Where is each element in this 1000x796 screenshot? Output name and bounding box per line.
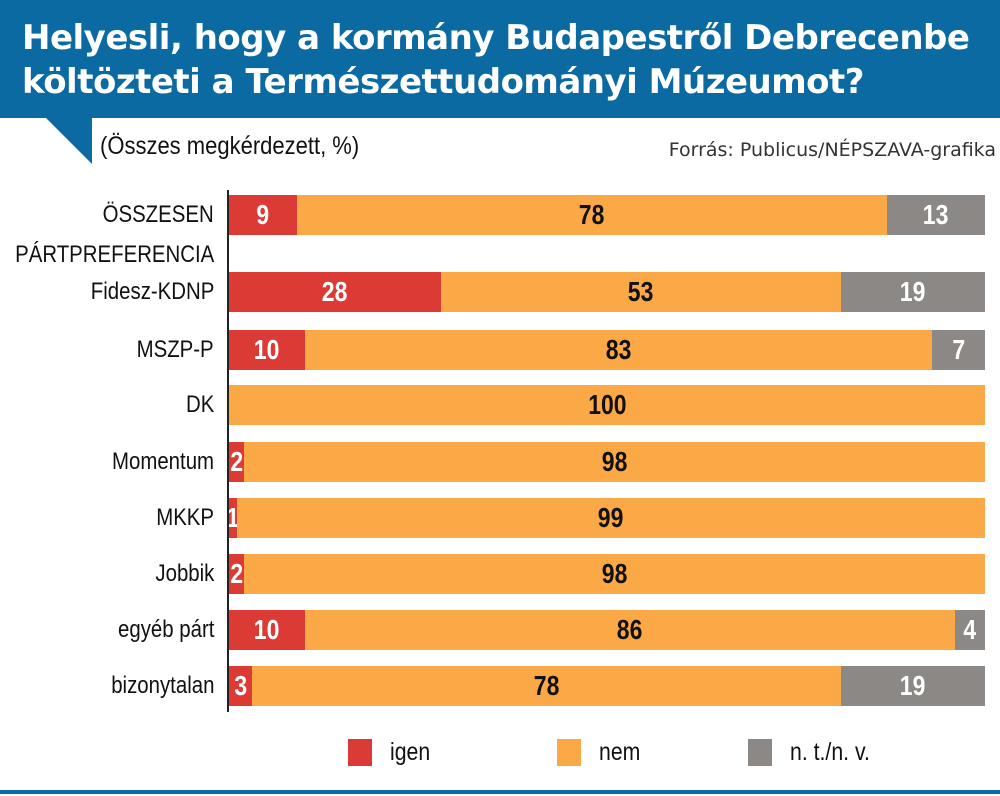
- data-label: 2: [230, 558, 243, 589]
- group-label-partpreferencia: PÁRTPREFERENCIA: [14, 241, 214, 268]
- data-label: 10: [254, 614, 280, 645]
- legend-label-igen: igen: [390, 738, 431, 766]
- bar-segment-igen: 9: [229, 195, 297, 235]
- bar-segment-igen: 10: [229, 330, 305, 370]
- data-label: 19: [900, 276, 926, 307]
- bar-segment-nem: 99: [237, 498, 985, 538]
- bar-segment-nem: 53: [441, 272, 841, 312]
- category-label: MKKP: [156, 504, 214, 531]
- bar-row: 3 78 19: [229, 666, 985, 706]
- data-label: 7: [952, 334, 965, 365]
- bar-row: 2 98: [229, 554, 985, 594]
- category-label: bizonytalan: [110, 672, 214, 699]
- category-label: Fidesz-KDNP: [90, 278, 214, 305]
- bar-segment-igen: 10: [229, 610, 305, 650]
- category-label: MSZP-P: [136, 336, 214, 363]
- chart-subtitle: (Összes megkérdezett, %): [100, 132, 360, 160]
- bar-segment-nem: 78: [252, 666, 841, 706]
- data-label: 2: [230, 446, 243, 477]
- data-label: 78: [579, 199, 605, 230]
- legend-item-igen: igen: [348, 738, 437, 767]
- y-axis-line: [227, 190, 229, 712]
- bar-segment-nem: 98: [244, 554, 985, 594]
- data-label: 1: [226, 502, 240, 533]
- bar-segment-nem: 78: [297, 195, 887, 235]
- legend-swatch-ntnv: [748, 739, 772, 766]
- bar-segment-nem: 83: [305, 330, 932, 370]
- legend-item-nem: nem: [557, 738, 648, 767]
- data-label: 78: [533, 670, 560, 701]
- legend-label-ntnv: n. t./n. v.: [790, 738, 870, 766]
- bar-segment-igen: 2: [229, 554, 244, 594]
- data-label: 83: [605, 334, 632, 365]
- category-label: ÖSSZESEN: [102, 201, 214, 228]
- bar-segment-ntnv: 13: [887, 195, 985, 235]
- speech-pointer: [46, 118, 92, 164]
- bar-row: 2 98: [229, 442, 985, 482]
- category-label: Momentum: [111, 448, 214, 475]
- data-label: 100: [587, 389, 627, 420]
- legend: igen nem n. t./n. v.: [0, 738, 1000, 768]
- data-label: 19: [900, 670, 926, 701]
- data-label: 10: [254, 334, 280, 365]
- legend-swatch-nem: [557, 739, 581, 766]
- legend-label-nem: nem: [599, 738, 641, 766]
- bar-segment-ntnv: 4: [955, 610, 985, 650]
- bar-segment-igen: 2: [229, 442, 244, 482]
- bar-segment-nem: 100: [229, 385, 985, 425]
- data-label: 4: [963, 614, 977, 645]
- data-label: 28: [322, 276, 348, 307]
- data-label: 53: [628, 276, 654, 307]
- bar-segment-nem: 98: [244, 442, 985, 482]
- bar-segment-igen: 3: [229, 666, 252, 706]
- bar-segment-ntnv: 19: [841, 272, 985, 312]
- category-label: DK: [185, 391, 214, 418]
- header-banner: Helyesli, hogy a kormány Budapestről Deb…: [0, 0, 1000, 118]
- data-label: 98: [601, 446, 628, 477]
- data-label: 86: [617, 614, 643, 645]
- data-label: 3: [234, 670, 247, 701]
- title-line-1: Helyesli, hogy a kormány Budapestről Deb…: [22, 18, 970, 58]
- bar-row: 1 99: [226, 498, 985, 538]
- category-label: Jobbik: [155, 560, 214, 587]
- bar-row: 100: [229, 385, 985, 425]
- bar-row: 10 83 7: [229, 330, 985, 370]
- chart-title: Helyesli, hogy a kormány Budapestről Deb…: [22, 16, 970, 104]
- data-label: 9: [256, 199, 270, 230]
- legend-item-ntnv: n. t./n. v.: [748, 738, 884, 767]
- bar-row: 28 53 19: [229, 272, 985, 312]
- data-label: 99: [598, 502, 624, 533]
- bar-segment-igen: 1: [226, 498, 240, 538]
- source-credit: Forrás: Publicus/NÉPSZAVA-grafika: [668, 139, 996, 161]
- data-label: 13: [923, 199, 949, 230]
- data-label: 98: [601, 558, 628, 589]
- bar-segment-igen: 28: [229, 272, 441, 312]
- category-label: egyéb párt: [117, 616, 214, 643]
- bottom-rule: [0, 790, 1000, 794]
- legend-swatch-igen: [348, 739, 372, 766]
- bar-row: 10 86 4: [229, 610, 985, 650]
- title-line-2: költözteti a Természettudományi Múzeumot…: [22, 62, 865, 102]
- bar-segment-ntnv: 19: [841, 666, 985, 706]
- bar-segment-ntnv: 7: [932, 330, 985, 370]
- bar-row: 9 78 13: [229, 195, 985, 235]
- bar-segment-nem: 86: [305, 610, 955, 650]
